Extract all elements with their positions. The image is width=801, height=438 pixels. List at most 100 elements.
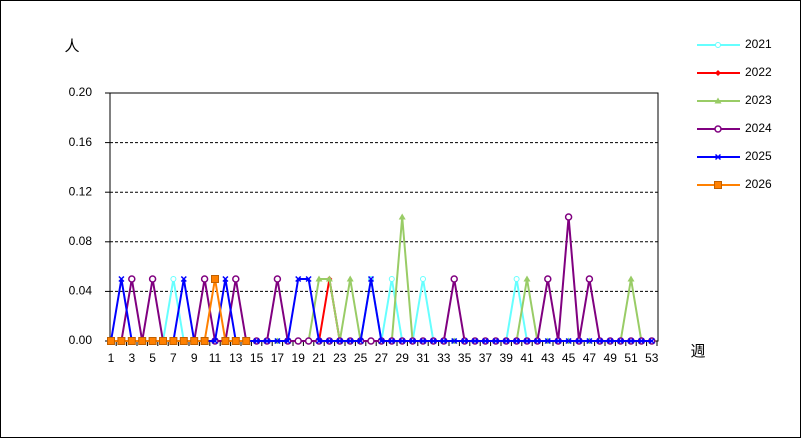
- marker: [211, 275, 219, 283]
- marker: [388, 276, 395, 282]
- marker: [180, 275, 187, 283]
- marker: [715, 42, 721, 48]
- marker: [357, 337, 364, 345]
- marker: [336, 337, 343, 345]
- marker: [523, 337, 531, 345]
- marker: [565, 337, 572, 345]
- x-tick-label: 5: [149, 351, 156, 365]
- legend-label: 2021: [745, 37, 772, 51]
- marker: [117, 337, 126, 345]
- marker: [274, 337, 281, 345]
- marker: [638, 337, 645, 345]
- marker: [305, 275, 312, 283]
- marker: [398, 213, 406, 220]
- marker: [482, 337, 489, 345]
- y-tick-label: 0.04: [69, 284, 93, 298]
- marker: [221, 337, 230, 345]
- marker: [211, 337, 219, 345]
- marker: [326, 337, 333, 345]
- marker: [714, 153, 722, 161]
- marker: [294, 337, 302, 345]
- marker: [627, 275, 635, 282]
- y-tick-label: 0.12: [69, 184, 93, 198]
- marker: [513, 276, 520, 282]
- y-tick-label: 0.16: [69, 135, 93, 149]
- x-tick-label: 11: [209, 351, 222, 365]
- legend-label: 2025: [745, 149, 772, 163]
- marker: [200, 337, 209, 345]
- x-tick-label: 9: [191, 351, 198, 365]
- marker: [325, 275, 333, 282]
- legend-label: 2022: [745, 65, 772, 79]
- marker: [648, 337, 655, 345]
- marker: [315, 275, 323, 282]
- marker: [253, 337, 260, 345]
- x-tick-label: 49: [604, 351, 618, 365]
- marker: [118, 275, 125, 283]
- marker: [451, 337, 458, 345]
- marker: [714, 97, 722, 104]
- marker: [564, 213, 573, 221]
- marker: [440, 337, 447, 345]
- marker: [346, 275, 354, 282]
- marker: [430, 337, 437, 345]
- x-tick-label: 27: [375, 351, 389, 365]
- marker: [378, 337, 385, 345]
- marker: [534, 337, 541, 345]
- marker: [575, 337, 583, 345]
- marker: [450, 275, 458, 283]
- x-tick-label: 1: [108, 351, 115, 365]
- marker: [242, 337, 251, 345]
- y-tick-label: 0.20: [69, 85, 93, 99]
- marker: [492, 337, 499, 345]
- x-tick-label: 43: [541, 351, 555, 365]
- marker: [555, 337, 562, 345]
- marker: [586, 337, 593, 345]
- marker: [284, 337, 291, 345]
- x-tick-label: 33: [437, 351, 451, 365]
- marker: [148, 275, 157, 283]
- marker: [128, 275, 136, 283]
- legend-label: 2023: [745, 93, 772, 107]
- marker: [190, 337, 199, 345]
- marker: [596, 337, 603, 345]
- marker: [138, 337, 147, 345]
- x-tick-label: 21: [312, 351, 326, 365]
- marker: [523, 275, 531, 282]
- marker: [627, 337, 635, 345]
- marker: [714, 125, 722, 133]
- marker: [399, 337, 406, 345]
- marker: [295, 275, 302, 283]
- marker: [148, 337, 157, 345]
- marker: [232, 275, 240, 283]
- marker: [273, 275, 282, 283]
- marker: [715, 70, 721, 76]
- marker: [471, 337, 479, 345]
- marker: [159, 337, 167, 345]
- x-tick-label: 15: [250, 351, 264, 365]
- legend-label: 2024: [745, 121, 772, 135]
- x-tick-label: 17: [271, 351, 285, 365]
- marker: [419, 337, 427, 345]
- legend-label: 2026: [745, 177, 772, 191]
- x-tick-label: 31: [416, 351, 430, 365]
- y-tick-label: 0.08: [69, 234, 93, 248]
- marker: [107, 337, 115, 345]
- marker: [263, 337, 271, 345]
- marker: [409, 337, 416, 345]
- marker: [231, 337, 240, 345]
- x-tick-label: 37: [479, 351, 493, 365]
- marker: [388, 337, 395, 345]
- x-tick-label: 41: [520, 351, 534, 365]
- marker: [179, 337, 188, 345]
- marker: [200, 275, 209, 283]
- marker: [347, 337, 354, 345]
- x-tick-label: 13: [229, 351, 243, 365]
- marker: [170, 276, 177, 282]
- x-tick-label: 35: [458, 351, 472, 365]
- x-tick-label: 47: [583, 351, 597, 365]
- marker: [315, 337, 323, 345]
- marker: [503, 337, 510, 345]
- marker: [607, 337, 614, 345]
